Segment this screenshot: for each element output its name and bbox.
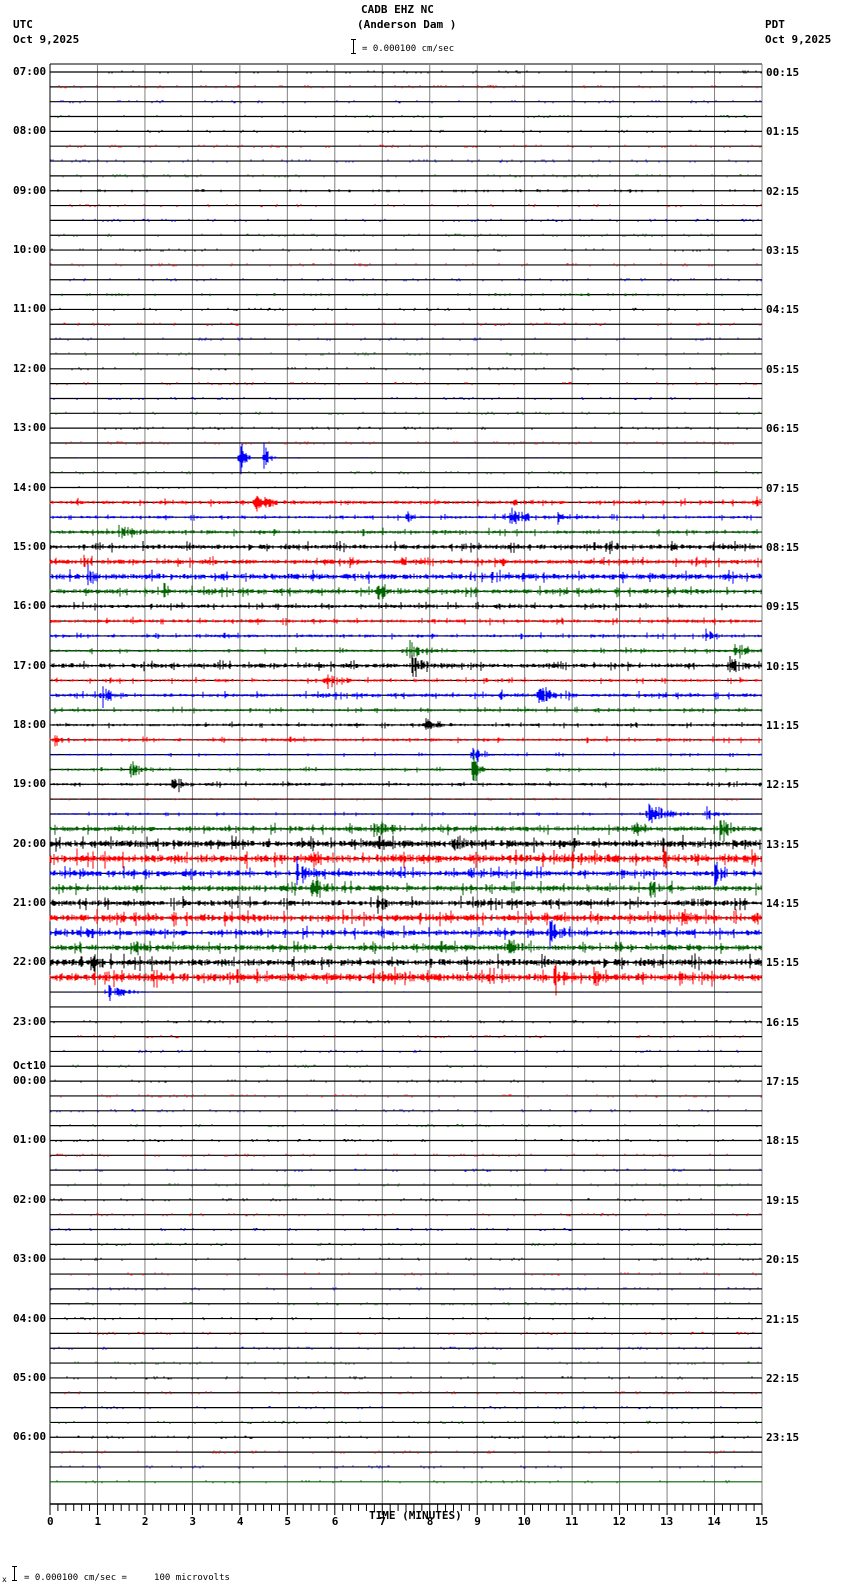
utc-hour-label: 13:00 xyxy=(13,421,47,435)
x-tick-label: 4 xyxy=(236,1515,244,1528)
pdt-hour-label: 19:15 xyxy=(766,1193,800,1207)
x-tick-label: 13 xyxy=(660,1515,674,1528)
utc-hour-label: 02:00 xyxy=(13,1192,47,1206)
utc-hour-label: 20:00 xyxy=(13,836,47,850)
utc-hour-label: 03:00 xyxy=(13,1252,47,1266)
pdt-hour-label: 00:15 xyxy=(766,66,800,79)
pdt-hour-label: 21:15 xyxy=(766,1312,800,1326)
utc-hour-label: 08:00 xyxy=(13,124,47,138)
pdt-hour-label: 11:15 xyxy=(766,718,800,732)
footer-scale-note: = 0.000100 cm/sec = 100 microvolts xyxy=(24,1573,230,1583)
pdt-hour-label: 10:15 xyxy=(766,659,800,673)
x-tick-label: 0 xyxy=(47,1515,54,1528)
utc-hour-label: 22:00 xyxy=(13,955,47,969)
pdt-hour-label: 22:15 xyxy=(766,1371,800,1385)
pdt-hour-label: 07:15 xyxy=(766,481,800,495)
station-location: (Anderson Dam ) xyxy=(357,18,457,31)
x-tick-label: 8 xyxy=(426,1515,434,1528)
pdt-hour-label: 06:15 xyxy=(766,422,800,436)
utc-hour-label: 11:00 xyxy=(13,302,47,316)
x-tick-label: 14 xyxy=(707,1515,721,1528)
x-tick-label: 12 xyxy=(612,1515,626,1528)
pdt-hour-label: 17:15 xyxy=(766,1075,800,1089)
left-date: Oct 9,2025 xyxy=(13,33,80,46)
scale-bar-icon xyxy=(351,39,356,54)
pdt-hour-label: 05:15 xyxy=(766,362,800,376)
x-tick-label: 11 xyxy=(565,1515,579,1528)
scale-label: = 0.000100 cm/sec xyxy=(362,44,455,54)
utc-hour-label: 19:00 xyxy=(13,777,47,791)
utc-hour-label: 04:00 xyxy=(13,1311,47,1325)
x-tick-label: 15 xyxy=(755,1515,769,1528)
x-axis-label: TIME (MINUTES) xyxy=(369,1509,462,1522)
x-tick-label: 1 xyxy=(94,1515,102,1528)
pdt-hour-label: 09:15 xyxy=(766,600,800,614)
x-tick-label: 9 xyxy=(474,1515,481,1528)
x-tick-label: 6 xyxy=(331,1515,339,1528)
utc-hour-label: 05:00 xyxy=(13,1370,47,1384)
pdt-hour-label: 08:15 xyxy=(766,540,800,554)
footer-scale-bar-icon xyxy=(12,1566,17,1581)
pdt-hour-label: 23:15 xyxy=(766,1431,800,1445)
pdt-hour-label: 18:15 xyxy=(766,1134,800,1148)
pdt-hour-label: 03:15 xyxy=(766,244,800,258)
pdt-hour-label: 15:15 xyxy=(766,956,800,970)
pdt-hour-label: 20:15 xyxy=(766,1253,800,1267)
utc-hour-label: 06:00 xyxy=(13,1430,47,1444)
left-timezone: UTC xyxy=(13,18,33,31)
x-tick-label: 2 xyxy=(141,1515,149,1528)
right-timezone: PDT xyxy=(765,18,785,31)
pdt-hour-label: 02:15 xyxy=(766,184,800,198)
utc-hour-label: 10:00 xyxy=(13,243,47,257)
utc-hour-label: 23:00 xyxy=(13,1014,47,1028)
pdt-hour-label: 01:15 xyxy=(766,125,800,139)
utc-hour-label: 00:00 xyxy=(13,1074,47,1088)
pdt-hour-label: 04:15 xyxy=(766,303,800,317)
station-title: CADB EHZ NC xyxy=(361,3,434,16)
utc-hour-label: 18:00 xyxy=(13,717,47,731)
utc-hour-label: 15:00 xyxy=(13,539,47,553)
utc-hour-label: 01:00 xyxy=(13,1133,47,1147)
utc-hour-label: 07:00 xyxy=(13,65,47,78)
x-tick-label: 10 xyxy=(517,1515,531,1528)
utc-hour-label: 14:00 xyxy=(13,480,47,494)
utc-hour-label: 17:00 xyxy=(13,658,47,672)
date-change-label: Oct10 xyxy=(13,1059,47,1073)
footer-scale-prefix: x xyxy=(2,1575,7,1584)
pdt-hour-label: 16:15 xyxy=(766,1015,800,1029)
utc-hour-label: 12:00 xyxy=(13,361,47,375)
x-tick-label: 7 xyxy=(379,1515,386,1528)
x-tick-label: 5 xyxy=(284,1515,291,1528)
right-date: Oct 9,2025 xyxy=(765,33,832,46)
pdt-hour-label: 14:15 xyxy=(766,897,800,911)
x-tick-label: 3 xyxy=(189,1515,197,1528)
pdt-hour-label: 12:15 xyxy=(766,778,800,792)
utc-hour-label: 16:00 xyxy=(13,599,47,613)
utc-hour-label: 21:00 xyxy=(13,896,47,910)
utc-hour-label: 09:00 xyxy=(13,183,47,197)
pdt-hour-label: 13:15 xyxy=(766,837,800,851)
